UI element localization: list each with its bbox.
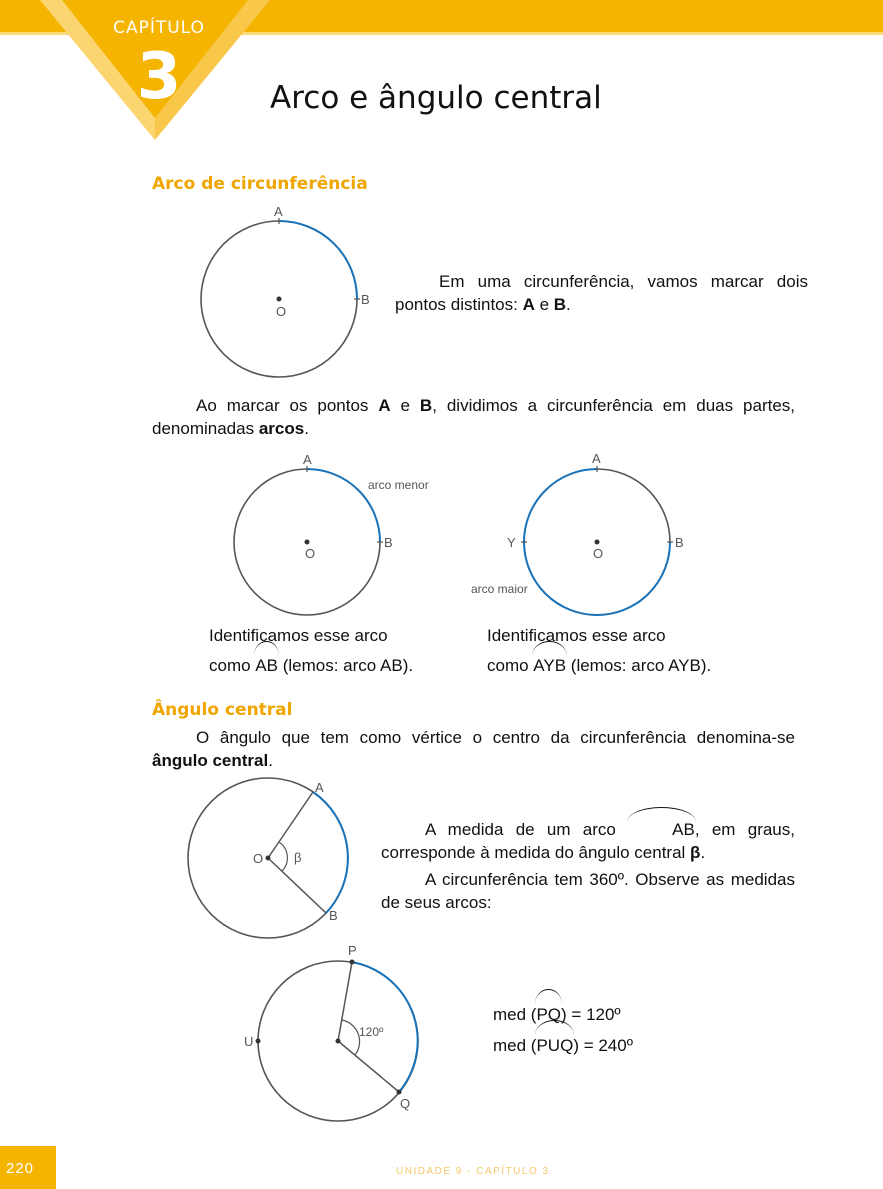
med-puq: med (PUQ) = 240º (493, 1020, 633, 1060)
page-title: Arco e ângulo central (270, 80, 602, 116)
label-a: A (592, 451, 601, 466)
figure-arco-menor: A B O arco menor (233, 452, 429, 616)
caption-arc-ayb: Identificamos esse arco como AYB (lemos:… (487, 622, 711, 680)
label-b: B (361, 292, 370, 307)
arc-symbol: AB (254, 641, 279, 680)
caption-arc-ab: Identificamos esse arco como AB (lemos: … (209, 622, 413, 680)
label-a: A (303, 452, 312, 467)
label-b: B (675, 535, 684, 550)
figure-arcos-pq: P Q U 120º (244, 943, 419, 1122)
label-q: Q (400, 1096, 410, 1111)
label-b: B (329, 908, 338, 923)
figure-angulo-central: A B O β (187, 777, 349, 939)
measure-paragraph: A medida de um arco AB, em graus, corres… (381, 807, 795, 914)
running-footer: UNIDADE 9 - CAPÍTULO 3 (396, 1166, 550, 1177)
label-b: B (384, 535, 393, 550)
section-title-angulo: Ângulo central (152, 700, 293, 720)
intro-paragraph: Em uma circunferência, vamos marcar dois… (395, 272, 808, 314)
label-beta: β (294, 850, 301, 865)
label-120: 120º (359, 1025, 384, 1039)
definition-paragraph: O ângulo que tem como vértice o centro d… (152, 728, 795, 770)
med-pq: med (PQ) = 120º (493, 989, 633, 1029)
label-o: O (276, 304, 286, 319)
label-y: Y (507, 535, 516, 550)
label-u: U (244, 1034, 253, 1049)
arc-symbol: AYB (532, 641, 567, 680)
label-arco-menor: arco menor (368, 478, 429, 492)
chapter-number: 3 (136, 40, 182, 114)
label-o: O (593, 546, 603, 561)
arcs-paragraph: Ao marcar os pontos A e B, dividimos a c… (152, 396, 796, 438)
figure-arco-maior: A B Y O arco maior (471, 451, 684, 616)
section-title-arco: Arco de circunferência (152, 174, 368, 194)
chapter-label: CAPÍTULO (113, 18, 205, 38)
chapter-badge (40, 0, 270, 140)
arc-symbol: PUQ (535, 1020, 575, 1060)
label-o: O (253, 851, 263, 866)
header-rule (0, 32, 883, 35)
figure-circle-ab: A B O (200, 204, 370, 378)
label-p: P (348, 943, 357, 958)
label-arco-maior: arco maior (471, 582, 528, 596)
footer-page-box (0, 1146, 56, 1189)
page-number: 220 (5, 1160, 35, 1177)
label-a: A (274, 204, 283, 219)
label-a: A (315, 780, 324, 795)
arc-measures: med (PQ) = 120º med (PUQ) = 240º (493, 989, 633, 1060)
arc-symbol: AB (627, 807, 696, 841)
label-o: O (305, 546, 315, 561)
